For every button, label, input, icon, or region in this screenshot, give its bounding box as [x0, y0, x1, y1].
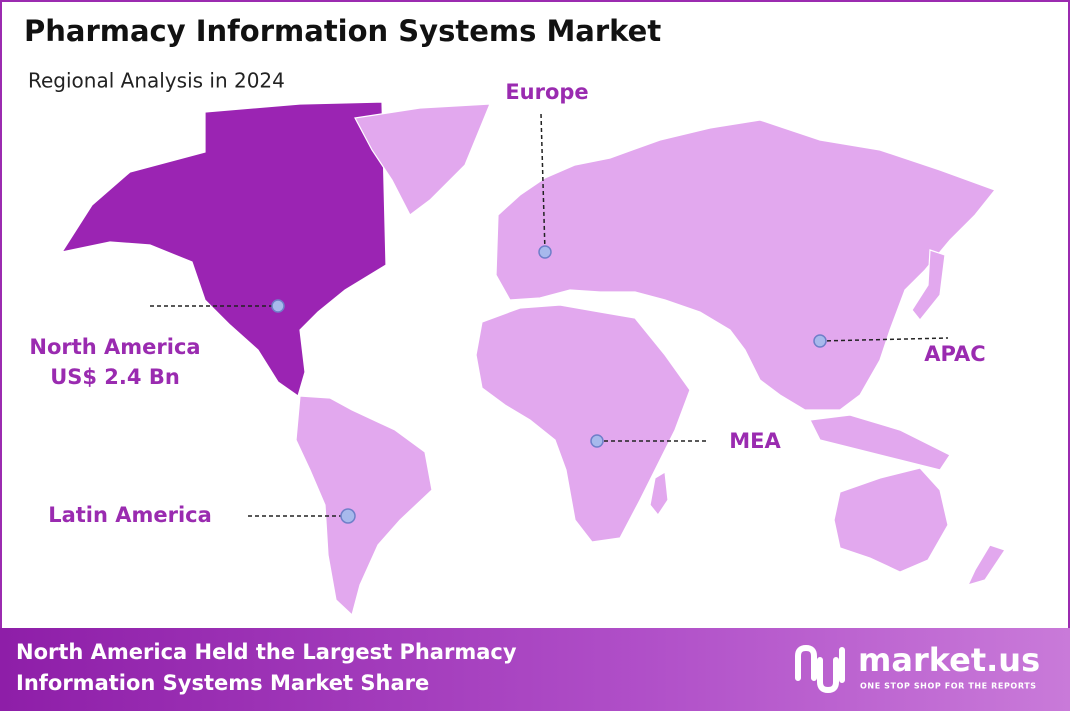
australia-shape [833, 467, 949, 573]
marker-dot [271, 299, 285, 313]
footer-text: North America Held the Largest Pharmacy [16, 640, 517, 664]
se-asia-shape [809, 414, 951, 471]
logo: market.us ONE STOP SHOP FOR THE REPORTS [795, 641, 1040, 694]
madagascar-shape [649, 471, 669, 517]
region-label: Europe [505, 80, 588, 104]
region-label: North America [29, 335, 200, 359]
logo-text: market.us [858, 641, 1040, 679]
world-map [60, 101, 1006, 617]
footer-text: Information Systems Market Share [16, 671, 429, 695]
greenland-shape [354, 103, 491, 216]
africa-shape [475, 304, 691, 543]
eurasia-shape [495, 119, 996, 411]
subtitle: Regional Analysis in 2024 [28, 69, 285, 93]
marker-dot [538, 245, 552, 259]
south-america-shape [295, 395, 433, 617]
footer-band [0, 628, 1070, 711]
leader-line [819, 337, 949, 342]
region-label: MEA [729, 429, 781, 453]
north-america-shape [60, 101, 387, 397]
logo-icon [795, 644, 845, 694]
marker-dot [340, 508, 356, 524]
leader-line [540, 113, 546, 253]
marker-dot [590, 434, 604, 448]
marker-dot [813, 334, 827, 348]
title: Pharmacy Information Systems Market [24, 14, 661, 48]
region-label: APAC [924, 342, 985, 366]
region-value: US$ 2.4 Bn [50, 365, 180, 389]
markers [150, 113, 949, 524]
logo-tagline: ONE STOP SHOP FOR THE REPORTS [860, 682, 1037, 691]
region-label: Latin America [48, 503, 212, 527]
new-zealand-shape [966, 544, 1006, 586]
japan-shape [911, 249, 946, 321]
